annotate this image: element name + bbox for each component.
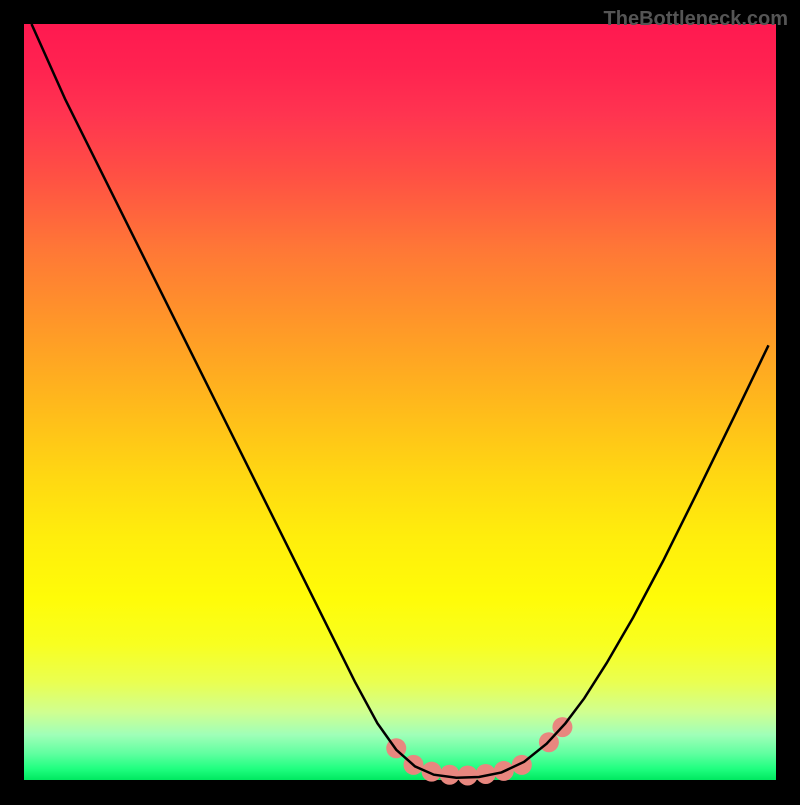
highlight-dot [458,765,478,785]
bottleneck-chart [0,0,800,800]
watermark-text: TheBottleneck.com [604,8,788,31]
plot-background [24,24,776,780]
chart-svg [0,0,800,800]
